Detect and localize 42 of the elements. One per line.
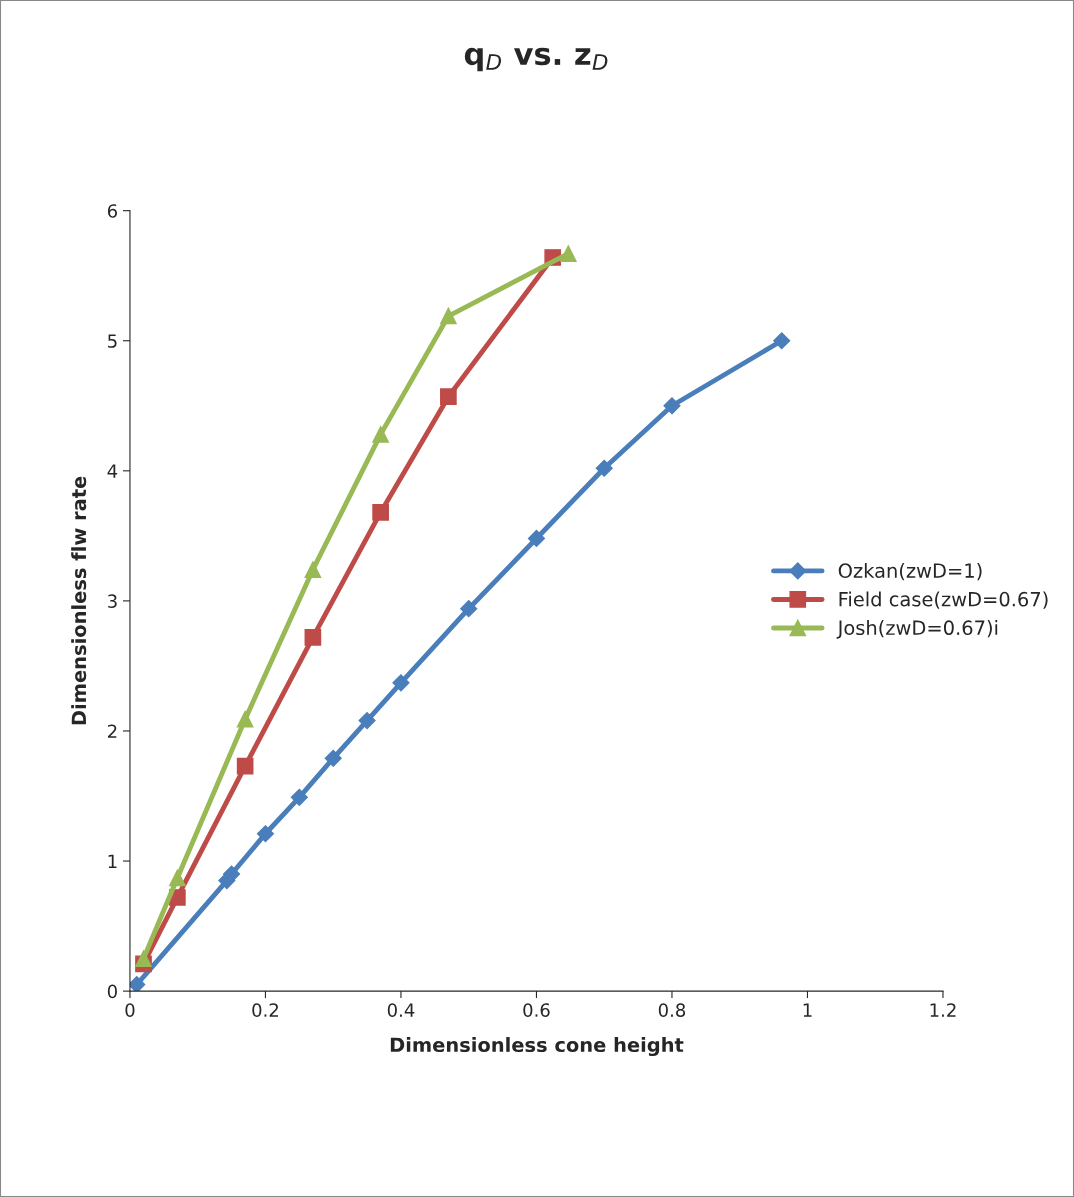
y-tick-label: 4 xyxy=(107,464,118,478)
x-tick-label: 0.2 xyxy=(252,1003,279,1017)
point xyxy=(236,710,254,728)
point xyxy=(135,950,152,967)
point xyxy=(663,397,681,415)
x-tick-label: 0.8 xyxy=(658,1003,686,1017)
point xyxy=(304,628,322,646)
point xyxy=(129,976,146,992)
point xyxy=(595,459,613,477)
point xyxy=(304,561,322,579)
legend-label: Field case(zwD=0.67) xyxy=(839,591,1048,609)
y-tick-label: 6 xyxy=(107,204,118,218)
point xyxy=(440,307,457,325)
x-tick-label: 0 xyxy=(125,1003,135,1017)
y-axis-title: Dimensionless flw rate xyxy=(71,476,87,725)
point xyxy=(773,332,791,350)
x-tick-label: 0.6 xyxy=(523,1003,550,1017)
legend-label: Josh(zwD=0.67)i xyxy=(836,620,998,639)
point xyxy=(559,245,577,262)
y-tick-label: 1 xyxy=(108,854,117,868)
point xyxy=(392,674,410,692)
y-tick-label: 0 xyxy=(107,984,117,999)
chart-title: q$_{D}$ vs. z$_{D}$ xyxy=(464,47,608,72)
point xyxy=(290,788,308,806)
x-tick-label: 1.2 xyxy=(930,1003,956,1017)
point xyxy=(358,712,376,730)
y-tick-label: 5 xyxy=(108,334,117,348)
y-tick-label: 2 xyxy=(107,724,117,738)
point xyxy=(460,600,478,618)
point xyxy=(169,869,186,887)
legend-label: Ozkan(zwD=1) xyxy=(838,562,982,581)
x-tick-label: 0.4 xyxy=(387,1003,415,1017)
point xyxy=(372,426,389,443)
point xyxy=(324,749,342,767)
point xyxy=(256,825,275,843)
y-tick-label: 3 xyxy=(108,594,117,609)
x-tick-label: 1 xyxy=(803,1003,812,1017)
point xyxy=(372,504,389,521)
point xyxy=(527,529,546,548)
x-axis-title: Dimensionless cone height xyxy=(390,1037,684,1057)
point xyxy=(236,757,254,775)
point xyxy=(440,388,457,406)
